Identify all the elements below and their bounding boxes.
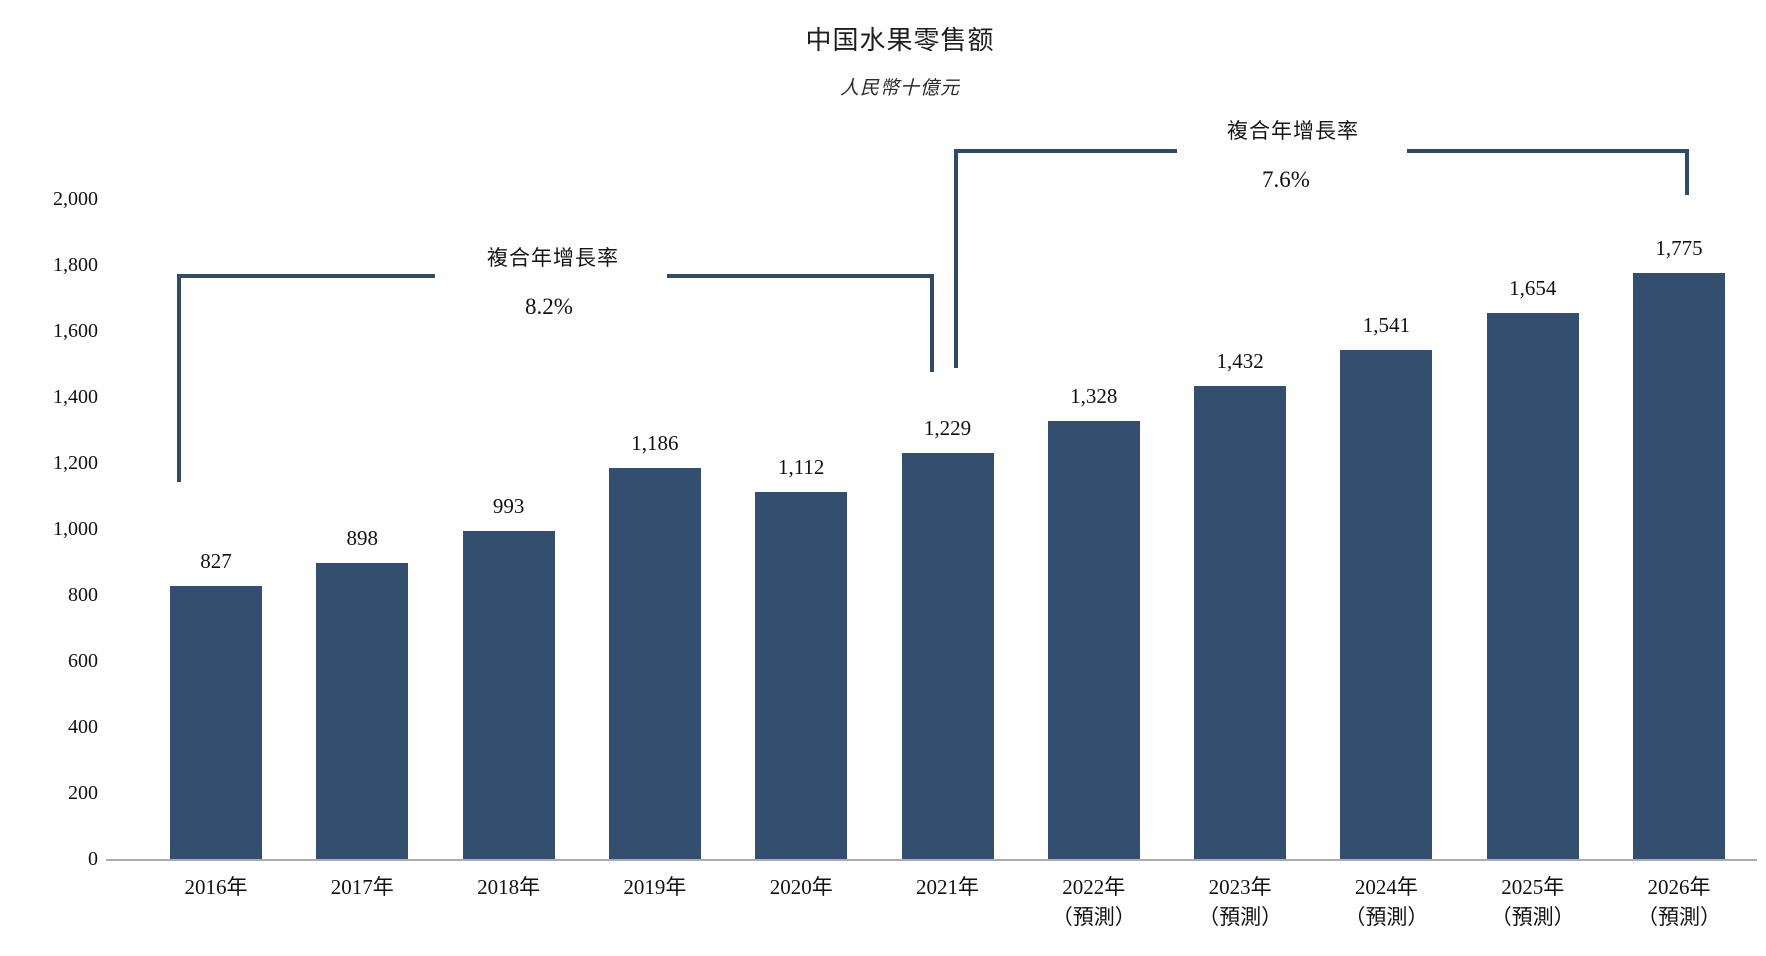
y-axis-tick-label: 1,200 — [53, 452, 98, 474]
bar — [901, 453, 994, 859]
bar-value-label: 1,186 — [631, 430, 679, 455]
bar-value-label: 1,432 — [1216, 349, 1264, 374]
x-axis-label: 2026年 （預測） — [1601, 872, 1757, 932]
bar-value-label: 1,654 — [1509, 276, 1557, 301]
bar — [316, 562, 409, 859]
chart-subtitle: 人民幣十億元 — [839, 78, 960, 99]
x-axis-label-year: 2021年 — [916, 875, 979, 899]
x-axis-label-year: 2018年 — [477, 875, 541, 899]
x-axis-label: 2022年 （預測） — [1016, 872, 1172, 932]
cagr-value: 8.2% — [525, 294, 573, 319]
bar-value-label: 1,328 — [1070, 383, 1118, 408]
x-axis-label-year: 2019年 — [623, 875, 687, 899]
bar-value-label: 898 — [346, 525, 379, 550]
y-axis-tick-label: 800 — [68, 584, 98, 606]
bar — [755, 492, 848, 859]
x-axis-label: 2023年 （預測） — [1162, 872, 1318, 932]
bar — [1194, 386, 1287, 859]
y-axis-tick-label: 1,800 — [53, 254, 98, 276]
x-axis-label-forecast-note: （預測） — [1637, 905, 1721, 929]
bar — [1633, 273, 1725, 859]
bar — [1340, 350, 1433, 859]
y-axis-tick-label: 1,000 — [53, 518, 98, 540]
bar-value-label: 1,229 — [923, 416, 972, 441]
x-axis-label: 2017年 — [284, 872, 440, 902]
bar — [1047, 420, 1140, 859]
x-axis-label: 2024年 （預測） — [1308, 872, 1464, 932]
bar — [608, 467, 701, 859]
x-axis-label: 2021年 — [870, 872, 1026, 902]
bar — [170, 586, 262, 859]
x-axis-label: 2020年 — [723, 872, 879, 902]
x-axis-label-forecast-note: （預測） — [1344, 905, 1429, 929]
x-axis-label-year: 2016年 — [184, 875, 248, 899]
bar — [462, 531, 555, 859]
bar-value-label: 827 — [200, 549, 232, 574]
bar-value-label: 1,775 — [1655, 236, 1703, 261]
cagr-bracket-segment — [177, 274, 181, 482]
y-axis-tick-label: 400 — [68, 716, 98, 738]
x-axis-label-forecast-note: （預測） — [1198, 905, 1283, 929]
x-axis-line — [106, 859, 1757, 861]
x-axis-label: 2016年 — [138, 872, 294, 902]
y-axis-tick-label: 600 — [68, 650, 98, 672]
bar — [1486, 313, 1579, 859]
x-axis-label-year: 2020年 — [769, 875, 833, 899]
x-axis-label-year: 2022年 — [1062, 875, 1126, 899]
cagr-bracket-segment — [1685, 149, 1689, 195]
cagr-value: 7.6% — [1262, 167, 1310, 192]
cagr-bracket-segment — [954, 149, 958, 368]
x-axis-label-year: 2023年 — [1208, 875, 1272, 899]
cagr-bracket-segment — [177, 274, 435, 278]
x-axis-label-year: 2017年 — [330, 875, 394, 899]
x-axis-label-year: 2024年 — [1354, 875, 1418, 899]
y-axis-tick-label: 2,000 — [53, 188, 98, 210]
x-axis-label-year: 2025年 — [1501, 875, 1565, 899]
x-axis-label: 2019年 — [577, 872, 733, 902]
y-axis-tick-label: 1,400 — [53, 386, 98, 408]
cagr-bracket-segment — [667, 274, 934, 278]
bar-value-label: 1,112 — [777, 455, 825, 480]
cagr-bracket-segment — [954, 149, 1177, 153]
chart-title: 中国水果零售额 — [805, 26, 995, 55]
y-axis-tick-label: 200 — [68, 782, 98, 804]
cagr-bracket-segment — [1407, 149, 1689, 153]
y-axis-tick-label: 0 — [88, 848, 98, 870]
x-axis-label-year: 2026年 — [1647, 875, 1711, 899]
x-axis-label-forecast-note: （預測） — [1490, 905, 1575, 929]
y-axis-tick-label: 1,600 — [53, 320, 98, 342]
x-axis-label-forecast-note: （預測） — [1051, 905, 1136, 929]
cagr-bracket-segment — [930, 274, 934, 372]
cagr-label: 複合年增長率 — [487, 246, 619, 270]
bar-value-label: 1,541 — [1362, 313, 1411, 338]
cagr-label: 複合年增長率 — [1227, 119, 1359, 143]
bar-value-label: 993 — [492, 494, 525, 519]
x-axis-label: 2025年 （預測） — [1455, 872, 1611, 932]
x-axis-label: 2018年 — [431, 872, 587, 902]
